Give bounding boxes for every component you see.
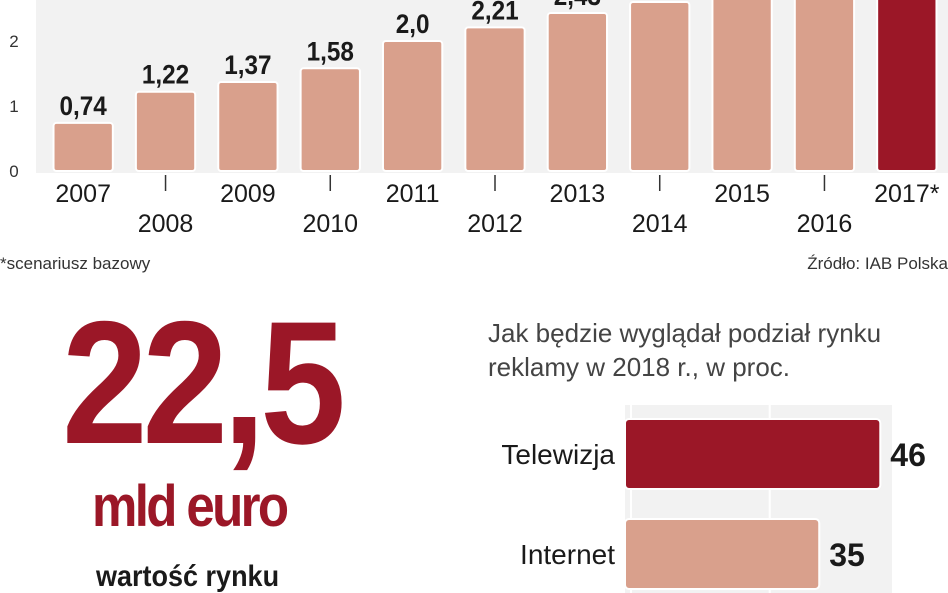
footnote: *scenariusz bazowy <box>0 254 151 273</box>
y-tick-label: 0 <box>9 162 18 181</box>
big-number-caption: wartość rynku <box>96 560 280 593</box>
bar-value-label: 1,22 <box>142 61 189 90</box>
bar <box>52 121 114 172</box>
hbar <box>624 418 882 490</box>
x-tick-label: 2012 <box>467 210 523 238</box>
bar <box>299 67 361 172</box>
bar <box>464 26 526 172</box>
bar <box>217 80 279 172</box>
x-tick-label: 2013 <box>550 180 606 208</box>
bar <box>546 12 609 172</box>
bar <box>134 90 197 172</box>
x-tick-label: 2016 <box>797 210 853 238</box>
bar <box>629 1 691 172</box>
big-number: 22,5 <box>62 286 346 481</box>
bar <box>793 0 856 172</box>
bar-value-label: 2,21 <box>471 0 518 26</box>
x-tick-label: 2007 <box>55 180 111 208</box>
hbar-category-label: Telewizja <box>501 439 615 470</box>
x-tick-label: 2014 <box>632 210 688 238</box>
bar-value-label: 0,74 <box>60 92 108 121</box>
source-note: Źródło: IAB Polska <box>807 254 948 273</box>
bar-value-label: 1,37 <box>224 51 271 80</box>
y-tick-label: 1 <box>9 97 18 116</box>
x-tick-label: 2008 <box>138 210 194 238</box>
x-tick-label: 2009 <box>220 180 276 208</box>
bar-value-label: 2,0 <box>396 10 430 39</box>
big-number-unit: mld euro <box>92 474 289 539</box>
market-value-bar-chart: 0 1 2 0,74 2007 1,22 2008 1,37 2009 1,58 2010 2,0 20… <box>9 0 948 238</box>
x-tick-label: 2011 <box>386 180 440 208</box>
bar <box>876 0 938 172</box>
bar-value-label: 2,43 <box>554 0 601 11</box>
y-tick-label: 2 <box>9 32 18 51</box>
hbar-value-label: 35 <box>829 537 865 573</box>
bar <box>711 0 773 172</box>
hbar-category-label: Internet <box>520 539 615 570</box>
bar-value-label: 1,58 <box>307 37 354 66</box>
hbar <box>624 518 821 590</box>
bar <box>381 40 444 172</box>
x-tick-label: 2017* <box>874 180 940 208</box>
x-tick-label: 2015 <box>714 180 770 208</box>
x-tick-label: 2010 <box>302 210 358 238</box>
hbar-value-label: 46 <box>890 437 926 473</box>
hbar-chart-title: Jak będzie wyglądał podział rynku reklam… <box>488 318 882 382</box>
